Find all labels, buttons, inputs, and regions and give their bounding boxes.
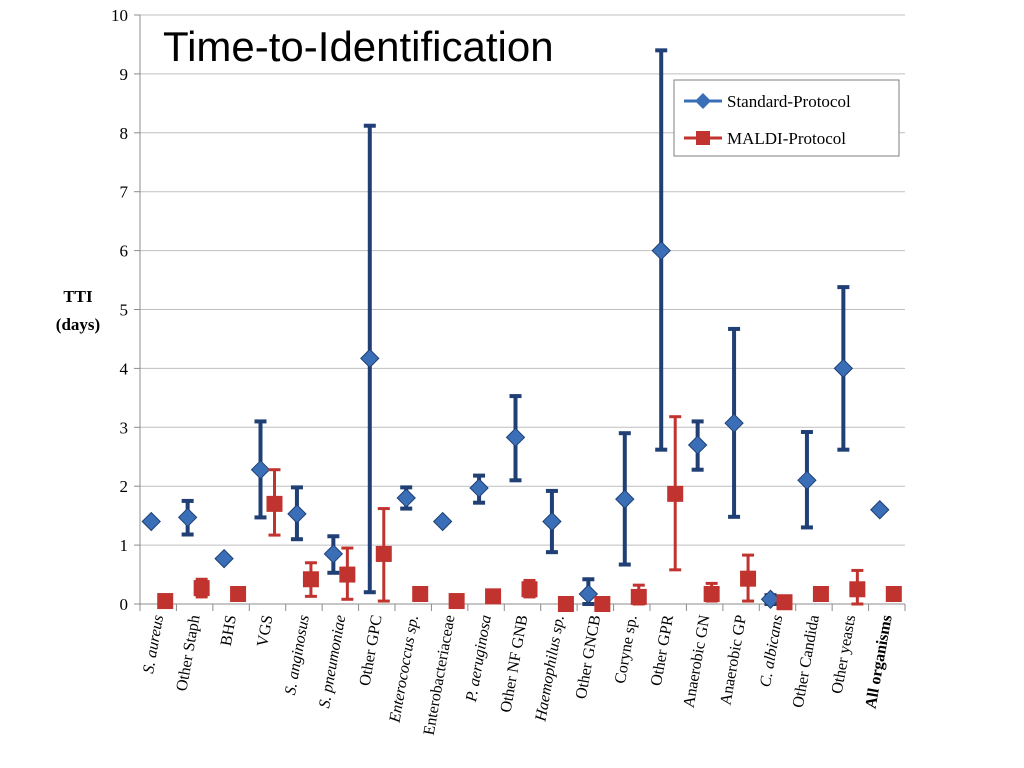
series-standard <box>141 48 890 609</box>
data-point-maldi <box>375 545 392 562</box>
data-point-maldi <box>448 593 465 610</box>
x-category-label: VGS <box>254 614 276 648</box>
y-tick-label: 5 <box>120 301 129 320</box>
series-maldi <box>157 415 902 612</box>
data-point-standard <box>505 427 526 448</box>
legend-marker-maldi <box>696 131 710 145</box>
x-category-label: Other GPC <box>357 614 386 687</box>
data-point-maldi <box>630 588 647 605</box>
data-point-standard <box>797 470 817 491</box>
data-point-standard <box>396 488 416 508</box>
x-category-label: Anaerobic GN <box>681 613 714 709</box>
data-point-standard <box>687 435 708 455</box>
y-tick-label: 0 <box>120 595 129 614</box>
x-category-label: S. aureus <box>140 614 167 675</box>
data-point-standard <box>141 511 161 532</box>
y-tick-label: 6 <box>120 242 129 261</box>
x-category-label: P. aeruginosa <box>463 614 495 704</box>
data-point-maldi <box>521 581 538 598</box>
legend-label: Standard-Protocol <box>727 92 851 111</box>
y-tick-label: 9 <box>120 65 129 84</box>
data-point-standard <box>250 460 271 480</box>
x-category-label: BHS <box>218 614 240 648</box>
y-tick-labels: 0 1 2 3 4 5 6 7 8 9 10 <box>111 6 129 614</box>
y-axis-label-line-1: TTI <box>63 287 93 306</box>
data-point-standard <box>615 489 635 509</box>
x-category-label: C. albicans <box>757 614 786 689</box>
x-category-label: Anaerobic GP <box>717 614 750 707</box>
data-point-standard <box>323 544 344 564</box>
data-point-maldi <box>703 585 720 602</box>
y-tick-label: 4 <box>120 359 129 378</box>
data-point-maldi <box>266 495 283 512</box>
data-point-standard <box>214 548 234 569</box>
y-tick-label: 3 <box>120 418 129 437</box>
data-point-maldi <box>667 485 684 502</box>
x-category-label: Other GPR <box>648 613 677 687</box>
data-point-maldi <box>557 596 574 612</box>
x-category-label: Other Candida <box>790 614 823 709</box>
y-axis-label-line-2: (days) <box>56 315 100 334</box>
data-point-standard <box>833 358 854 379</box>
x-category-labels: S. aureus Other Staph BHS VGS S. anginosus S.… <box>140 613 896 736</box>
data-point-standard <box>287 504 307 524</box>
data-point-maldi <box>193 580 210 597</box>
legend-box <box>673 79 900 157</box>
data-point-standard <box>578 584 599 604</box>
x-category-label: Other yeasts <box>829 614 860 695</box>
chart-title: Time-to-Identification <box>163 23 554 70</box>
data-point-maldi <box>157 593 174 610</box>
data-point-maldi <box>339 566 356 583</box>
legend: Standard-Protocol MALDI-Protocol <box>673 79 900 157</box>
data-point-maldi <box>849 581 866 598</box>
data-point-maldi <box>412 585 429 602</box>
data-point-maldi <box>885 585 902 602</box>
data-point-standard <box>724 413 744 433</box>
data-point-maldi <box>230 585 247 602</box>
x-category-label: S. anginosus <box>282 614 313 697</box>
legend-marker-standard <box>695 93 711 109</box>
data-point-standard <box>469 478 489 498</box>
data-point-maldi <box>812 585 829 602</box>
data-point-standard <box>432 511 453 532</box>
data-point-maldi <box>776 594 793 611</box>
x-category-label: Other NF GNB <box>498 614 532 714</box>
legend-label: MALDI-Protocol <box>727 129 846 148</box>
data-point-standard <box>542 511 562 532</box>
x-category-label: Other GNCB <box>573 614 604 701</box>
series-marks <box>141 48 902 612</box>
data-point-standard <box>870 500 890 520</box>
data-point-maldi <box>740 570 757 587</box>
data-point-maldi <box>485 588 502 605</box>
y-tick-label: 8 <box>120 124 129 143</box>
y-tick-label: 2 <box>120 477 129 496</box>
x-category-label: Coryne sp. <box>612 614 641 685</box>
y-tick-label: 7 <box>120 183 129 202</box>
y-tick-label: 1 <box>120 536 129 555</box>
x-category-label: S. pneumoniae <box>316 614 349 710</box>
x-category-label: Haemophilus sp. <box>532 614 568 724</box>
grid-lines <box>140 14 905 546</box>
data-point-standard <box>177 507 198 528</box>
x-category-label: All organisms <box>863 614 896 710</box>
data-point-maldi <box>594 596 611 612</box>
x-category-label: Other Staph <box>173 614 203 693</box>
data-point-standard <box>651 240 671 261</box>
data-point-standard <box>360 348 380 369</box>
y-tick-label: 10 <box>111 6 128 25</box>
x-category-label: Enterobacteriaceae <box>421 614 459 737</box>
x-category-label: Enterococcus sp. <box>386 614 422 725</box>
data-point-maldi <box>302 571 319 588</box>
